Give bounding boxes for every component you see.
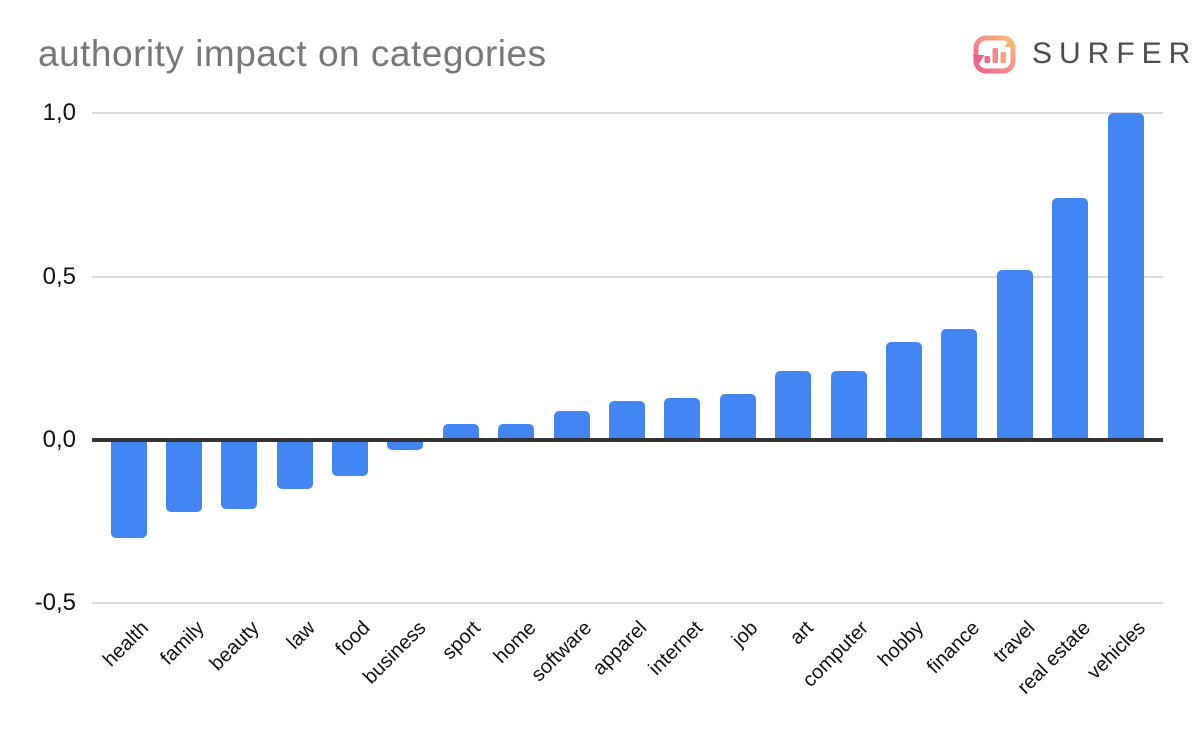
bar-vehicles[interactable] bbox=[1107, 113, 1144, 440]
x-axis-label-art: art bbox=[785, 617, 818, 650]
x-axis-label-job: job bbox=[727, 617, 763, 652]
bar-home[interactable] bbox=[498, 423, 535, 440]
bar-law[interactable] bbox=[276, 440, 313, 489]
bar-real-estate[interactable] bbox=[1052, 198, 1089, 440]
x-axis-label-software: software bbox=[527, 617, 597, 687]
x-axis-label-beauty: beauty bbox=[205, 617, 264, 676]
gridline-0,5 bbox=[92, 275, 1163, 278]
surfer-logo: SURFER bbox=[968, 28, 1197, 80]
x-axis-label-home: home bbox=[489, 617, 541, 668]
x-axis-label-vehicles: vehicles bbox=[1083, 617, 1151, 684]
gridline--0,5 bbox=[92, 602, 1163, 605]
x-axis-label-food: food bbox=[331, 617, 375, 661]
y-axis-tick-label: 1,0 bbox=[42, 99, 76, 127]
bar-food[interactable] bbox=[332, 440, 369, 476]
x-axis-label-travel: travel bbox=[989, 617, 1040, 668]
bar-travel[interactable] bbox=[996, 270, 1033, 440]
bar-sport[interactable] bbox=[442, 423, 479, 440]
x-axis-label-sport: sport bbox=[438, 617, 486, 665]
bar-apparel[interactable] bbox=[609, 400, 645, 440]
y-axis-tick-label: -0,5 bbox=[34, 589, 76, 617]
x-axis-label-apparel: apparel bbox=[588, 617, 652, 680]
bar-business[interactable] bbox=[387, 440, 424, 450]
bar-computer[interactable] bbox=[830, 371, 867, 440]
bar-software[interactable] bbox=[553, 410, 590, 440]
bar-job[interactable] bbox=[719, 394, 756, 440]
bar-health[interactable] bbox=[110, 440, 147, 538]
zero-baseline-axis bbox=[92, 438, 1163, 442]
chart-title: authority impact on categories bbox=[38, 33, 547, 74]
bar-internet[interactable] bbox=[664, 397, 701, 440]
surfer-logo-icon bbox=[972, 35, 1017, 74]
bar-family[interactable] bbox=[165, 440, 202, 512]
gridline-1,0 bbox=[92, 112, 1163, 115]
bar-art[interactable] bbox=[775, 371, 812, 440]
y-axis-tick-label: 0,5 bbox=[42, 262, 76, 290]
x-axis-label-health: health bbox=[98, 617, 154, 672]
x-axis-label-family: family bbox=[155, 617, 209, 670]
y-axis-tick-label: 0,0 bbox=[42, 426, 76, 453]
bar-finance[interactable] bbox=[941, 328, 978, 440]
x-axis-label-law: law bbox=[282, 617, 320, 654]
x-axis-label-hobby: hobby bbox=[874, 617, 929, 672]
bar-beauty[interactable] bbox=[221, 440, 258, 509]
x-axis-label-internet: internet bbox=[644, 617, 707, 680]
x-axis-label-finance: finance bbox=[922, 617, 984, 679]
bar-hobby[interactable] bbox=[885, 341, 922, 440]
surfer-logo-text: SURFER bbox=[1032, 37, 1198, 70]
